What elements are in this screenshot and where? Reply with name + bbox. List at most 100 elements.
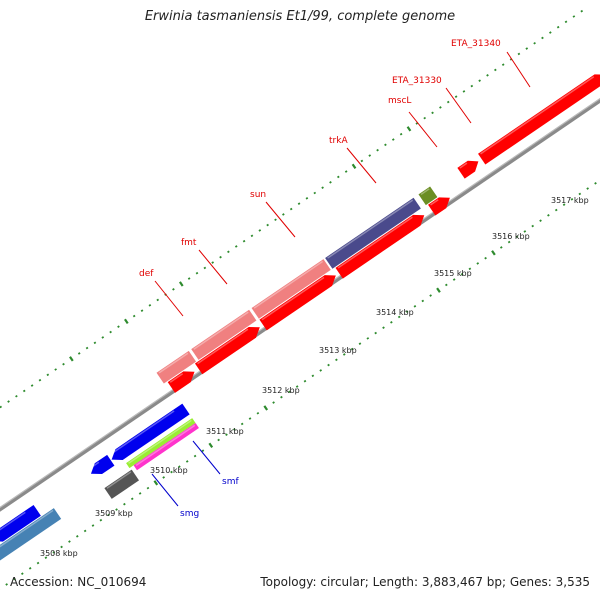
minor-tick-dot xyxy=(499,246,503,249)
tick-label: 3509 kbp xyxy=(95,509,133,518)
gene-label-mscl[interactable]: mscL xyxy=(388,96,438,148)
minor-tick-dot xyxy=(486,74,489,77)
minor-tick-dot xyxy=(75,534,79,538)
minor-tick-dot xyxy=(36,561,40,565)
gene-sun[interactable] xyxy=(251,259,331,319)
minor-tick-dot xyxy=(30,384,34,387)
cds-def[interactable] xyxy=(167,371,195,393)
leader-line xyxy=(506,51,531,88)
minor-tick-dot xyxy=(185,460,189,463)
minor-tick-dot xyxy=(289,207,293,211)
gene-label-text: ETA_31340 xyxy=(451,39,501,49)
minor-tick-dot xyxy=(454,95,458,99)
major-tick-mark xyxy=(153,480,159,486)
cds-eta-31330[interactable] xyxy=(428,197,450,216)
minor-tick-dot xyxy=(297,202,301,206)
gene-left-steel[interactable] xyxy=(0,508,62,561)
tick-label: 3514 kbp xyxy=(376,308,414,317)
gene-fmt[interactable] xyxy=(191,309,257,360)
minor-tick-dot xyxy=(509,57,513,61)
minor-tick-dot xyxy=(399,132,403,136)
minor-tick-dot xyxy=(172,287,175,291)
gene-label-trka[interactable]: trkA xyxy=(329,136,377,184)
tick-label: 3508 kbp xyxy=(40,549,78,558)
gene-smf-magenta[interactable] xyxy=(133,423,199,471)
accession-text: Accession: NC_010694 xyxy=(10,575,147,589)
major-tick-mark xyxy=(69,356,74,362)
gene-label-text: ETA_31330 xyxy=(392,76,442,86)
gene-label-smg[interactable]: smg xyxy=(151,473,199,519)
minor-tick-dot xyxy=(93,341,97,345)
minor-tick-dot xyxy=(132,314,136,318)
minor-tick-dot xyxy=(384,143,387,147)
cds-left-rev[interactable] xyxy=(0,504,41,542)
minor-tick-dot xyxy=(484,256,487,260)
tick-label: 3513 kbp xyxy=(319,346,357,355)
minor-tick-dot xyxy=(62,362,65,366)
minor-tick-dot xyxy=(548,31,552,34)
tick-label: 3515 kbp xyxy=(434,269,472,278)
gene-smg[interactable] xyxy=(104,469,140,499)
minor-tick-dot xyxy=(250,234,254,238)
cds-eta-31340[interactable] xyxy=(478,74,600,165)
minor-tick-dot xyxy=(140,309,144,312)
minor-tick-dot xyxy=(115,508,118,511)
minor-tick-dot xyxy=(219,255,222,259)
gene-label-eta-31340[interactable]: ETA_31340 xyxy=(451,39,531,88)
minor-tick-dot xyxy=(211,261,215,264)
leader-line xyxy=(198,249,228,285)
cds-fmt[interactable] xyxy=(194,326,260,375)
minor-tick-dot xyxy=(225,433,228,436)
minor-tick-dot xyxy=(517,52,521,56)
gene-label-smf[interactable]: smf xyxy=(192,440,239,487)
gene-label-sun[interactable]: sun xyxy=(250,190,296,238)
minor-tick-dot xyxy=(232,427,236,431)
gene-def[interactable] xyxy=(156,350,197,384)
gene-mscl[interactable] xyxy=(418,186,438,206)
minor-tick-dot xyxy=(468,267,472,271)
minor-tick-dot xyxy=(170,470,173,474)
minor-tick-dot xyxy=(515,235,519,239)
cds-small-rev[interactable] xyxy=(89,454,115,475)
minor-tick-dot xyxy=(201,449,205,452)
gene-layer xyxy=(0,74,600,561)
gene-label-fmt[interactable]: fmt xyxy=(181,238,228,285)
major-tick-mark xyxy=(491,250,496,256)
major-tick-mark xyxy=(436,287,441,293)
minor-tick-dot xyxy=(217,438,220,442)
minor-tick-dot xyxy=(523,230,527,233)
cds-trka[interactable] xyxy=(335,214,425,279)
major-tick-mark xyxy=(124,318,129,325)
gene-smf-lime[interactable] xyxy=(126,418,196,469)
cds-smf-rev[interactable] xyxy=(110,403,190,460)
cds-eta-31340-part[interactable] xyxy=(457,160,479,179)
minor-tick-dot xyxy=(266,223,269,227)
minor-tick-dot xyxy=(303,379,307,383)
minor-tick-dot xyxy=(15,394,18,398)
minor-tick-dot xyxy=(327,363,330,367)
minor-tick-dot xyxy=(335,358,338,362)
tick-label: 3510 kbp xyxy=(150,466,188,475)
tick-label: 3516 kbp xyxy=(492,232,530,241)
minor-tick-dot xyxy=(85,346,89,350)
minor-tick-dot xyxy=(227,250,230,254)
minor-tick-dot xyxy=(470,84,474,88)
gene-label-eta-31330[interactable]: ETA_31330 xyxy=(392,76,472,124)
cds-sun[interactable] xyxy=(259,275,336,331)
gene-trka[interactable] xyxy=(325,197,421,269)
minor-tick-dot xyxy=(533,41,536,45)
minor-tick-dot xyxy=(429,294,432,297)
minor-tick-dot xyxy=(117,325,120,329)
minor-tick-dot xyxy=(148,304,152,307)
minor-tick-dot xyxy=(287,390,291,394)
minor-tick-dot xyxy=(178,465,181,469)
leader-line xyxy=(151,473,179,507)
minor-tick-dot xyxy=(431,111,434,115)
minor-tick-dot xyxy=(391,138,395,141)
minor-tick-dot xyxy=(234,245,238,248)
genome-summary-text: Topology: circular; Length: 3,883,467 bp… xyxy=(260,575,590,589)
gene-label-def[interactable]: def xyxy=(139,269,184,317)
minor-tick-dot xyxy=(415,122,419,125)
